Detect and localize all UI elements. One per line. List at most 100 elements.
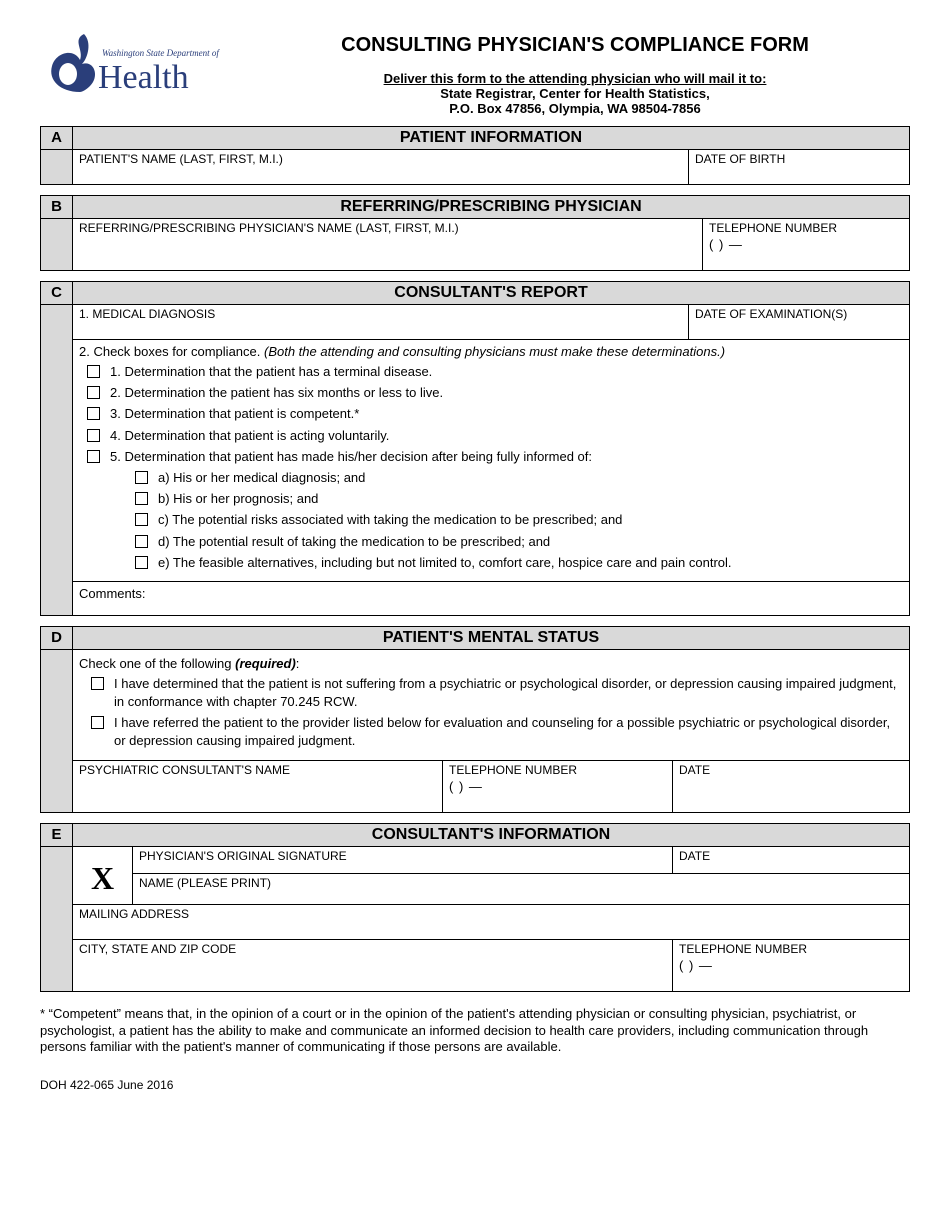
mailing-address-field[interactable]: MAILING ADDRESS	[73, 904, 910, 939]
checklist-intro-plain: 2. Check boxes for compliance.	[79, 344, 264, 359]
section-e-stub	[41, 846, 73, 991]
check-sub-label-e: e) The feasible alternatives, including …	[158, 554, 732, 572]
checkbox-3[interactable]	[87, 407, 100, 420]
signature-field[interactable]: PHYSICIAN'S ORIGINAL SIGNATURE	[133, 846, 673, 873]
checkbox-5d[interactable]	[135, 535, 148, 548]
signature-x-icon: X	[74, 858, 131, 893]
compliance-checklist: 2. Check boxes for compliance. (Both the…	[73, 340, 910, 582]
form-title: CONSULTING PHYSICIAN'S COMPLIANCE FORM	[240, 34, 910, 57]
checkbox-4[interactable]	[87, 429, 100, 442]
comments-field[interactable]: Comments:	[73, 581, 910, 615]
checklist-intro-italic: (Both the attending and consulting physi…	[264, 344, 725, 359]
check-item-2: 2. Determination the patient has six mon…	[87, 384, 903, 402]
psych-phone-label: TELEPHONE NUMBER	[449, 763, 577, 777]
section-e-title: CONSULTANT'S INFORMATION	[73, 823, 910, 846]
city-state-zip-field[interactable]: CITY, STATE AND ZIP CODE	[73, 939, 673, 991]
check-item-4: 4. Determination that patient is acting …	[87, 427, 903, 445]
section-b-title: REFERRING/PRESCRIBING PHYSICIAN	[73, 196, 910, 219]
signature-x-cell: X	[73, 846, 133, 904]
psych-date-field[interactable]: DATE	[673, 760, 910, 812]
referring-name-field[interactable]: REFERRING/PRESCRIBING PHYSICIAN'S NAME (…	[73, 219, 703, 271]
d-option-2-text: I have referred the patient to the provi…	[114, 714, 903, 750]
check-label-3: 3. Determination that patient is compete…	[110, 405, 359, 423]
logo-word: Health	[98, 59, 189, 96]
consultant-phone-template: ( ) —	[679, 956, 903, 973]
check-sub-label-b: b) His or her prognosis; and	[158, 490, 318, 508]
section-c: C CONSULTANT'S REPORT 1. MEDICAL DIAGNOS…	[40, 281, 910, 616]
diagnosis-field[interactable]: 1. MEDICAL DIAGNOSIS	[73, 305, 689, 340]
section-a-stub	[41, 150, 73, 185]
mailing-address-label: MAILING ADDRESS	[79, 907, 189, 921]
check-sub-label-c: c) The potential risks associated with t…	[158, 511, 622, 529]
section-c-stub	[41, 305, 73, 616]
check-label-4: 4. Determination that patient is acting …	[110, 427, 389, 445]
patient-dob-field[interactable]: DATE OF BIRTH	[689, 150, 910, 185]
health-logo-svg: Washington State Department of Health	[40, 30, 220, 100]
agency-logo: Washington State Department of Health	[40, 30, 220, 100]
d-intro-colon: :	[296, 656, 300, 671]
checkbox-d2[interactable]	[91, 716, 104, 729]
city-state-zip-label: CITY, STATE AND ZIP CODE	[79, 942, 236, 956]
d-intro-plain: Check one of the following	[79, 656, 235, 671]
page: Washington State Department of Health CO…	[0, 0, 950, 1112]
checkbox-5[interactable]	[87, 450, 100, 463]
psych-phone-field[interactable]: TELEPHONE NUMBER ( ) —	[443, 760, 673, 812]
title-block: CONSULTING PHYSICIAN'S COMPLIANCE FORM D…	[240, 30, 910, 116]
check-sub-c: c) The potential risks associated with t…	[135, 511, 903, 529]
section-c-letter: C	[41, 282, 73, 305]
checkbox-2[interactable]	[87, 386, 100, 399]
section-e: E CONSULTANT'S INFORMATION X PHYSICIAN'S…	[40, 823, 910, 992]
check-item-1: 1. Determination that the patient has a …	[87, 363, 903, 381]
psych-date-label: DATE	[679, 763, 710, 777]
referring-phone-label: TELEPHONE NUMBER	[709, 221, 837, 235]
section-b: B REFERRING/PRESCRIBING PHYSICIAN REFERR…	[40, 195, 910, 271]
referring-phone-field[interactable]: TELEPHONE NUMBER ( ) —	[703, 219, 910, 271]
section-c-title: CONSULTANT'S REPORT	[73, 282, 910, 305]
check-sub-label-a: a) His or her medical diagnosis; and	[158, 469, 365, 487]
section-a-letter: A	[41, 127, 73, 150]
page-header: Washington State Department of Health CO…	[40, 30, 910, 116]
print-name-field[interactable]: NAME (PLEASE PRINT)	[133, 873, 910, 904]
referring-phone-template: ( ) —	[709, 235, 903, 252]
d-option-1-text: I have determined that the patient is no…	[114, 675, 903, 711]
checkbox-d1[interactable]	[91, 677, 104, 690]
checkbox-5e[interactable]	[135, 556, 148, 569]
checkbox-1[interactable]	[87, 365, 100, 378]
section-b-stub	[41, 219, 73, 271]
patient-name-field[interactable]: PATIENT'S NAME (LAST, FIRST, M.I.)	[73, 150, 689, 185]
sig-date-field[interactable]: DATE	[673, 846, 910, 873]
checkbox-5a[interactable]	[135, 471, 148, 484]
mental-status-options: Check one of the following (required): I…	[73, 649, 910, 760]
section-e-letter: E	[41, 823, 73, 846]
d-option-1: I have determined that the patient is no…	[91, 675, 903, 711]
referring-name-label: REFERRING/PRESCRIBING PHYSICIAN'S NAME (…	[79, 221, 459, 235]
section-d: D PATIENT'S MENTAL STATUS Check one of t…	[40, 626, 910, 813]
section-d-title: PATIENT'S MENTAL STATUS	[73, 626, 910, 649]
check-sub-b: b) His or her prognosis; and	[135, 490, 903, 508]
address-line-2: P.O. Box 47856, Olympia, WA 98504-7856	[240, 101, 910, 116]
consultant-phone-field[interactable]: TELEPHONE NUMBER ( ) —	[673, 939, 910, 991]
checkbox-5b[interactable]	[135, 492, 148, 505]
form-id: DOH 422-065 June 2016	[40, 1078, 910, 1092]
diagnosis-label: 1. MEDICAL DIAGNOSIS	[79, 307, 215, 321]
competent-footnote: * “Competent” means that, in the opinion…	[40, 1006, 910, 1057]
sig-date-label: DATE	[679, 849, 710, 863]
check-sub-e: e) The feasible alternatives, including …	[135, 554, 903, 572]
patient-name-label: PATIENT'S NAME (LAST, FIRST, M.I.)	[79, 152, 283, 166]
section-d-letter: D	[41, 626, 73, 649]
address-line-1: State Registrar, Center for Health Stati…	[240, 86, 910, 101]
check-item-3: 3. Determination that patient is compete…	[87, 405, 903, 423]
checkbox-5c[interactable]	[135, 513, 148, 526]
check-label-2: 2. Determination the patient has six mon…	[110, 384, 443, 402]
section-d-stub	[41, 649, 73, 812]
section-a-title: PATIENT INFORMATION	[73, 127, 910, 150]
check-label-5: 5. Determination that patient has made h…	[110, 448, 592, 466]
comments-label: Comments:	[79, 586, 145, 601]
exam-date-field[interactable]: DATE OF EXAMINATION(S)	[689, 305, 910, 340]
signature-label: PHYSICIAN'S ORIGINAL SIGNATURE	[139, 849, 347, 863]
psych-name-field[interactable]: PSYCHIATRIC CONSULTANT'S NAME	[73, 760, 443, 812]
check-item-5: 5. Determination that patient has made h…	[87, 448, 903, 466]
psych-name-label: PSYCHIATRIC CONSULTANT'S NAME	[79, 763, 290, 777]
check-sub-label-d: d) The potential result of taking the me…	[158, 533, 550, 551]
section-a: A PATIENT INFORMATION PATIENT'S NAME (LA…	[40, 126, 910, 185]
